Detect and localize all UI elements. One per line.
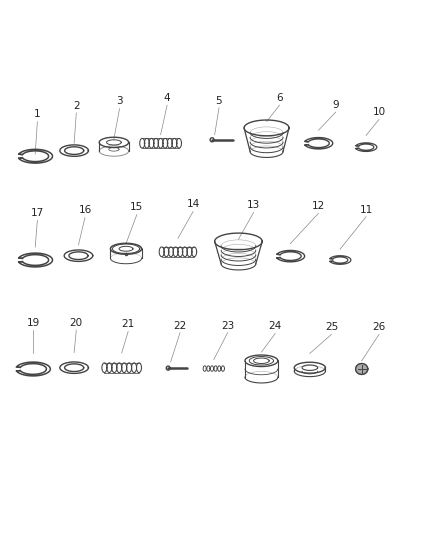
Text: 13: 13	[247, 200, 260, 211]
Text: 15: 15	[130, 203, 144, 213]
Text: 5: 5	[215, 95, 223, 106]
Text: 26: 26	[372, 322, 385, 332]
Text: 21: 21	[122, 319, 135, 329]
Text: 24: 24	[268, 321, 282, 332]
Text: 20: 20	[70, 318, 83, 328]
Text: 6: 6	[276, 93, 283, 103]
Text: 3: 3	[116, 96, 123, 107]
Text: 22: 22	[173, 320, 187, 330]
Text: 1: 1	[34, 109, 41, 119]
Text: 10: 10	[372, 107, 385, 117]
Text: 17: 17	[31, 208, 44, 218]
Text: 2: 2	[73, 101, 80, 111]
Text: 25: 25	[325, 322, 338, 332]
Text: 4: 4	[164, 93, 170, 103]
Text: 16: 16	[78, 206, 92, 215]
Text: 14: 14	[187, 199, 200, 209]
Text: 9: 9	[332, 100, 339, 110]
Text: 11: 11	[360, 205, 373, 215]
Text: 23: 23	[221, 320, 234, 330]
Text: 19: 19	[26, 318, 40, 328]
Text: 12: 12	[312, 201, 325, 211]
Polygon shape	[356, 364, 368, 375]
